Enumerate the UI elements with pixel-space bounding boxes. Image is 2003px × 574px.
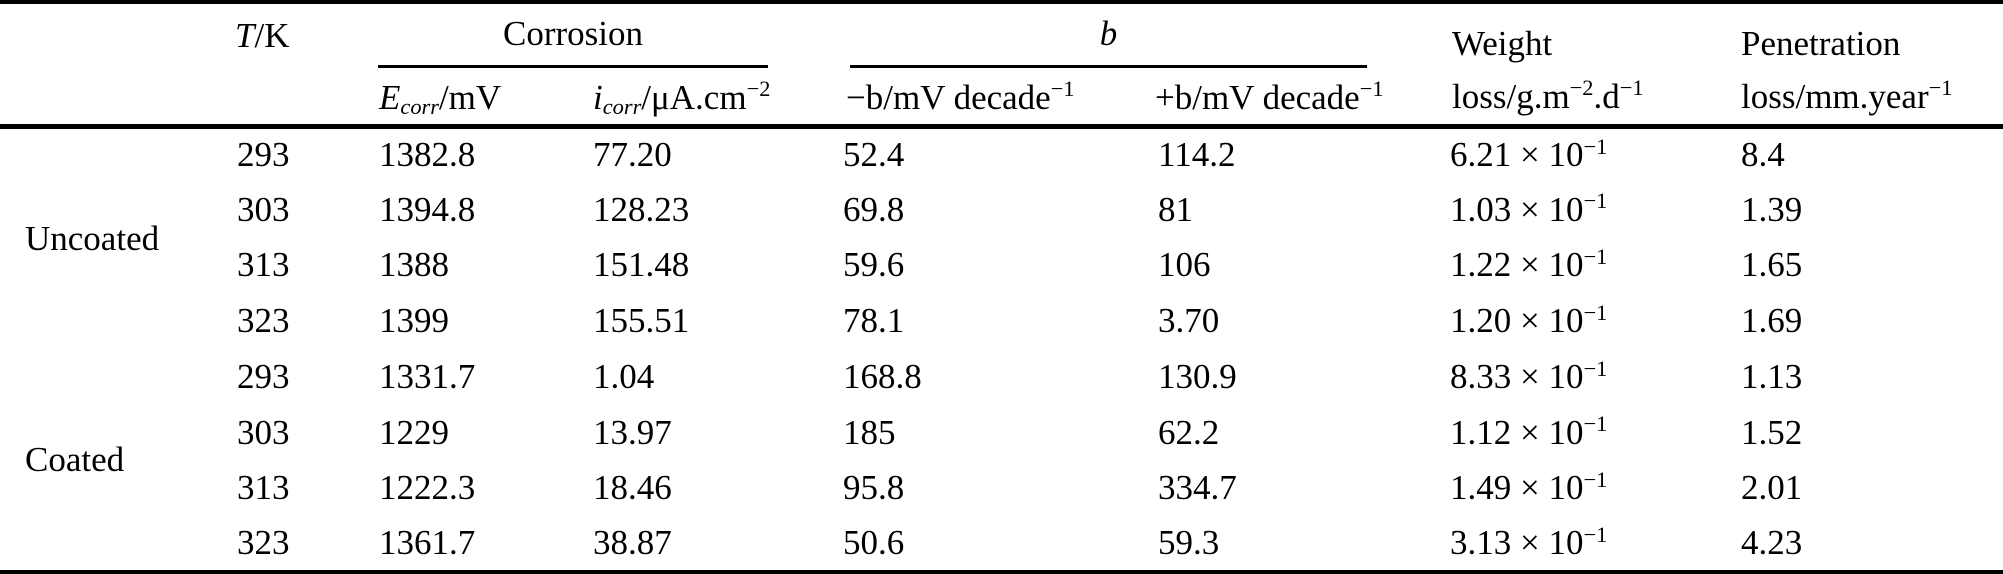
cell-negative-b: 50.6 <box>843 523 905 563</box>
cell-penetration-loss: 1.52 <box>1741 412 1803 452</box>
table-row: 303 1394.8 128.23 69.8 81 1.03 × 10−1 1.… <box>0 182 2003 238</box>
header-row-groups: T/K Corrosion b Weight loss/g.m−2.d−1 Pe… <box>0 2 2003 129</box>
cell-ecorr: 1399 <box>379 301 449 341</box>
cell-weight-loss: 3.13 × 10−1 <box>1450 521 1608 563</box>
cell-temperature: 323 <box>237 523 290 563</box>
cell-icorr: 1.04 <box>593 356 655 396</box>
group-header-b: b <box>835 2 1440 68</box>
cell-positive-b: 81 <box>1158 189 1193 229</box>
row-group-label-coated: Coated <box>25 439 125 479</box>
cell-temperature: 303 <box>237 189 290 229</box>
cell-weight-loss: 8.33 × 10−1 <box>1450 355 1608 396</box>
col-header-positive-b: +b/mV decade−1 <box>1150 68 1440 129</box>
cell-weight-loss: 1.22 × 10−1 <box>1450 244 1608 285</box>
header-empty-corner <box>0 2 225 129</box>
cell-weight-loss: 1.12 × 10−1 <box>1450 411 1608 452</box>
col-header-negative-b: −b/mV decade−1 <box>835 68 1150 129</box>
table-header: T/K Corrosion b Weight loss/g.m−2.d−1 Pe… <box>0 2 2003 129</box>
cell-negative-b: 95.8 <box>843 468 905 508</box>
col-header-ecorr: Ecorr/mV <box>370 68 578 129</box>
cell-penetration-loss: 8.4 <box>1741 135 1785 175</box>
col-header-temperature: T/K <box>225 2 370 129</box>
cell-penetration-loss: 1.13 <box>1741 356 1803 396</box>
header-row-subcolumns: Ecorr/mV icorr/μA.cm−2 −b/mV decade−1 +b… <box>0 68 2003 129</box>
cell-icorr: 155.51 <box>593 301 690 341</box>
table-row: Coated 293 1331.7 1.04 168.8 130.9 8.33 … <box>0 349 2003 479</box>
cell-ecorr: 1361.7 <box>379 523 476 563</box>
cell-penetration-loss: 1.65 <box>1741 245 1803 285</box>
col-header-penetration-loss: Penetration loss/mm.year−1 <box>1730 2 2003 129</box>
col-header-weight-loss: Weight loss/g.m−2.d−1 <box>1440 2 1730 129</box>
table-row: 313 1222.3 18.46 95.8 334.7 1.49 × 10−1 … <box>0 461 2003 517</box>
group-header-b-label: b <box>850 13 1367 68</box>
cell-ecorr: 1222.3 <box>379 468 476 508</box>
cell-ecorr: 1331.7 <box>379 356 476 396</box>
cell-weight-loss: 1.03 × 10−1 <box>1450 188 1608 229</box>
cell-temperature: 293 <box>237 356 290 396</box>
cell-positive-b: 334.7 <box>1158 468 1237 508</box>
table-row: Uncoated 293 1382.8 77.20 52.4 114.2 6.2… <box>0 126 2003 258</box>
cell-weight-loss: 1.20 × 10−1 <box>1450 299 1608 341</box>
cell-temperature: 313 <box>237 468 290 508</box>
cell-negative-b: 185 <box>843 412 896 452</box>
cell-positive-b: 106 <box>1158 245 1211 285</box>
cell-ecorr: 1394.8 <box>379 189 476 229</box>
cell-positive-b: 3.70 <box>1158 301 1220 341</box>
cell-icorr: 151.48 <box>593 245 690 285</box>
cell-icorr: 77.20 <box>593 135 672 175</box>
cell-icorr: 18.46 <box>593 468 672 508</box>
cell-positive-b: 62.2 <box>1158 412 1220 452</box>
cell-temperature: 313 <box>237 245 290 285</box>
table-row: 303 1229 13.97 185 62.2 1.12 × 10−1 1.52 <box>0 405 2003 461</box>
table-row: 323 1361.7 38.87 50.6 59.3 3.13 × 10−1 4… <box>0 516 2003 572</box>
cell-negative-b: 52.4 <box>843 135 905 175</box>
cell-icorr: 128.23 <box>593 189 690 229</box>
cell-penetration-loss: 4.23 <box>1741 523 1803 563</box>
col-header-icorr: icorr/μA.cm−2 <box>578 68 835 129</box>
cell-ecorr: 1388 <box>379 245 449 285</box>
cell-negative-b: 69.8 <box>843 189 905 229</box>
group-header-corrosion-label: Corrosion <box>378 13 768 68</box>
cell-icorr: 38.87 <box>593 523 672 563</box>
cell-penetration-loss: 2.01 <box>1741 468 1803 508</box>
cell-positive-b: 130.9 <box>1158 356 1237 396</box>
weight-loss-header-line2: loss/g.m−2.d−1 <box>1452 75 1644 116</box>
cell-temperature: 323 <box>237 301 290 341</box>
cell-negative-b: 168.8 <box>843 356 922 396</box>
penetration-loss-header-line1: Penetration <box>1741 24 1901 63</box>
cell-icorr: 13.97 <box>593 412 672 452</box>
cell-weight-loss: 1.49 × 10−1 <box>1450 467 1608 508</box>
group-header-corrosion: Corrosion <box>370 2 835 68</box>
cell-ecorr: 1229 <box>379 412 449 452</box>
cell-penetration-loss: 1.69 <box>1741 301 1803 341</box>
row-group-label-uncoated: Uncoated <box>25 218 160 258</box>
cell-ecorr: 1382.8 <box>379 135 476 175</box>
penetration-loss-header-line2: loss/mm.year−1 <box>1741 75 1953 116</box>
cell-temperature: 293 <box>237 135 290 175</box>
cell-negative-b: 59.6 <box>843 245 905 285</box>
weight-loss-header-line1: Weight <box>1452 24 1553 63</box>
cell-negative-b: 78.1 <box>843 301 905 341</box>
cell-temperature: 303 <box>237 412 290 452</box>
table-body: Uncoated 293 1382.8 77.20 52.4 114.2 6.2… <box>0 126 2003 572</box>
cell-positive-b: 114.2 <box>1158 135 1236 175</box>
cell-penetration-loss: 1.39 <box>1741 189 1803 229</box>
table-row: 313 1388 151.48 59.6 106 1.22 × 10−1 1.6… <box>0 238 2003 294</box>
table-row: 323 1399 155.51 78.1 3.70 1.20 × 10−1 1.… <box>0 293 2003 349</box>
cell-positive-b: 59.3 <box>1158 523 1220 563</box>
cell-weight-loss: 6.21 × 10−1 <box>1450 133 1608 175</box>
